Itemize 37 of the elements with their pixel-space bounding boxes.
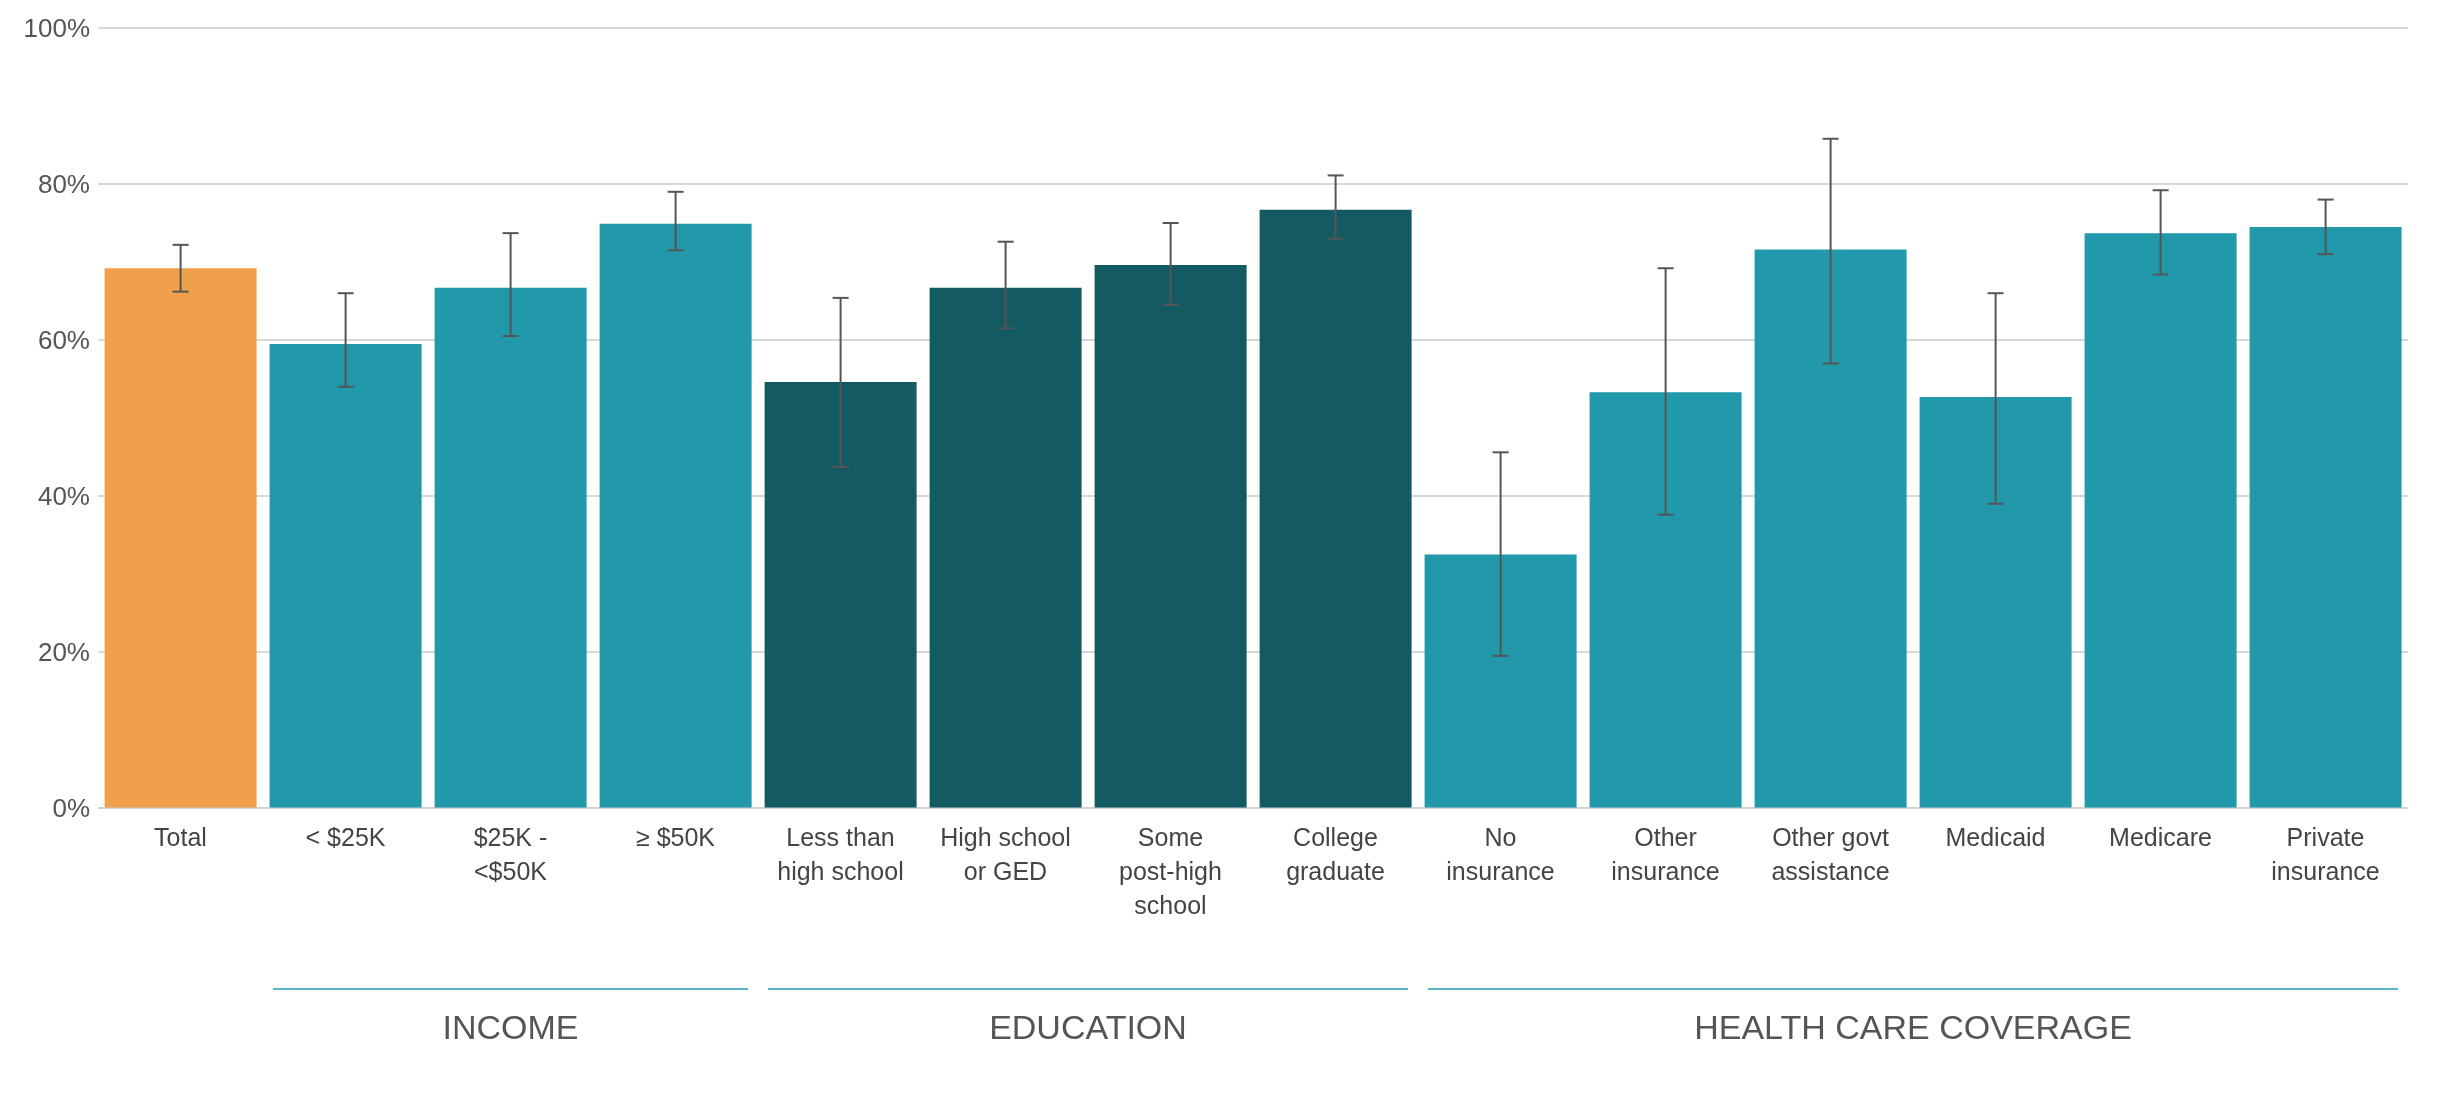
bar xyxy=(104,268,257,808)
x-tick-label: Other insurance xyxy=(1611,823,1720,885)
bar xyxy=(1424,554,1577,808)
bar xyxy=(269,343,422,808)
x-tick-label: No insurance xyxy=(1446,823,1555,885)
x-tick-label: Private insurance xyxy=(2271,823,2380,885)
x-tick-label: ≥ $50K xyxy=(635,823,716,851)
y-tick-label: 20% xyxy=(37,637,90,668)
bar xyxy=(764,382,917,808)
y-tick-label: 60% xyxy=(37,325,90,356)
text: INCOME xyxy=(441,1008,580,1047)
text: EDUCATION xyxy=(988,1008,1188,1047)
x-tick-label: Total xyxy=(154,823,207,851)
x-tick-label: Some post-high school xyxy=(1119,823,1222,919)
bar xyxy=(1589,392,1742,808)
x-tick-label: Other govt assistance xyxy=(1771,823,1890,885)
x-tick-label: Medicaid xyxy=(1945,823,2046,851)
bar xyxy=(929,287,1082,808)
bar xyxy=(434,287,587,808)
bar xyxy=(1919,396,2072,808)
x-tick-label: Medicare xyxy=(2109,823,2212,851)
text: HEALTH CARE COVERAGE xyxy=(1693,1008,2133,1047)
y-tick-label: 0% xyxy=(52,793,90,824)
y-tick-label: 100% xyxy=(23,13,90,44)
bar xyxy=(599,223,752,808)
bar xyxy=(1094,265,1247,808)
x-tick-label: High school or GED xyxy=(940,823,1071,885)
bar xyxy=(2249,226,2402,808)
bar xyxy=(2084,233,2237,808)
bar xyxy=(1754,249,1907,808)
y-tick-label: 40% xyxy=(37,481,90,512)
y-tick-label: 80% xyxy=(37,169,90,200)
bar xyxy=(1259,209,1412,808)
x-tick-label: $25K - <$50K xyxy=(473,823,548,885)
x-tick-label: < $25K xyxy=(305,823,386,851)
x-tick-label: Less than high school xyxy=(777,823,904,885)
x-tick-label: College graduate xyxy=(1286,823,1385,885)
